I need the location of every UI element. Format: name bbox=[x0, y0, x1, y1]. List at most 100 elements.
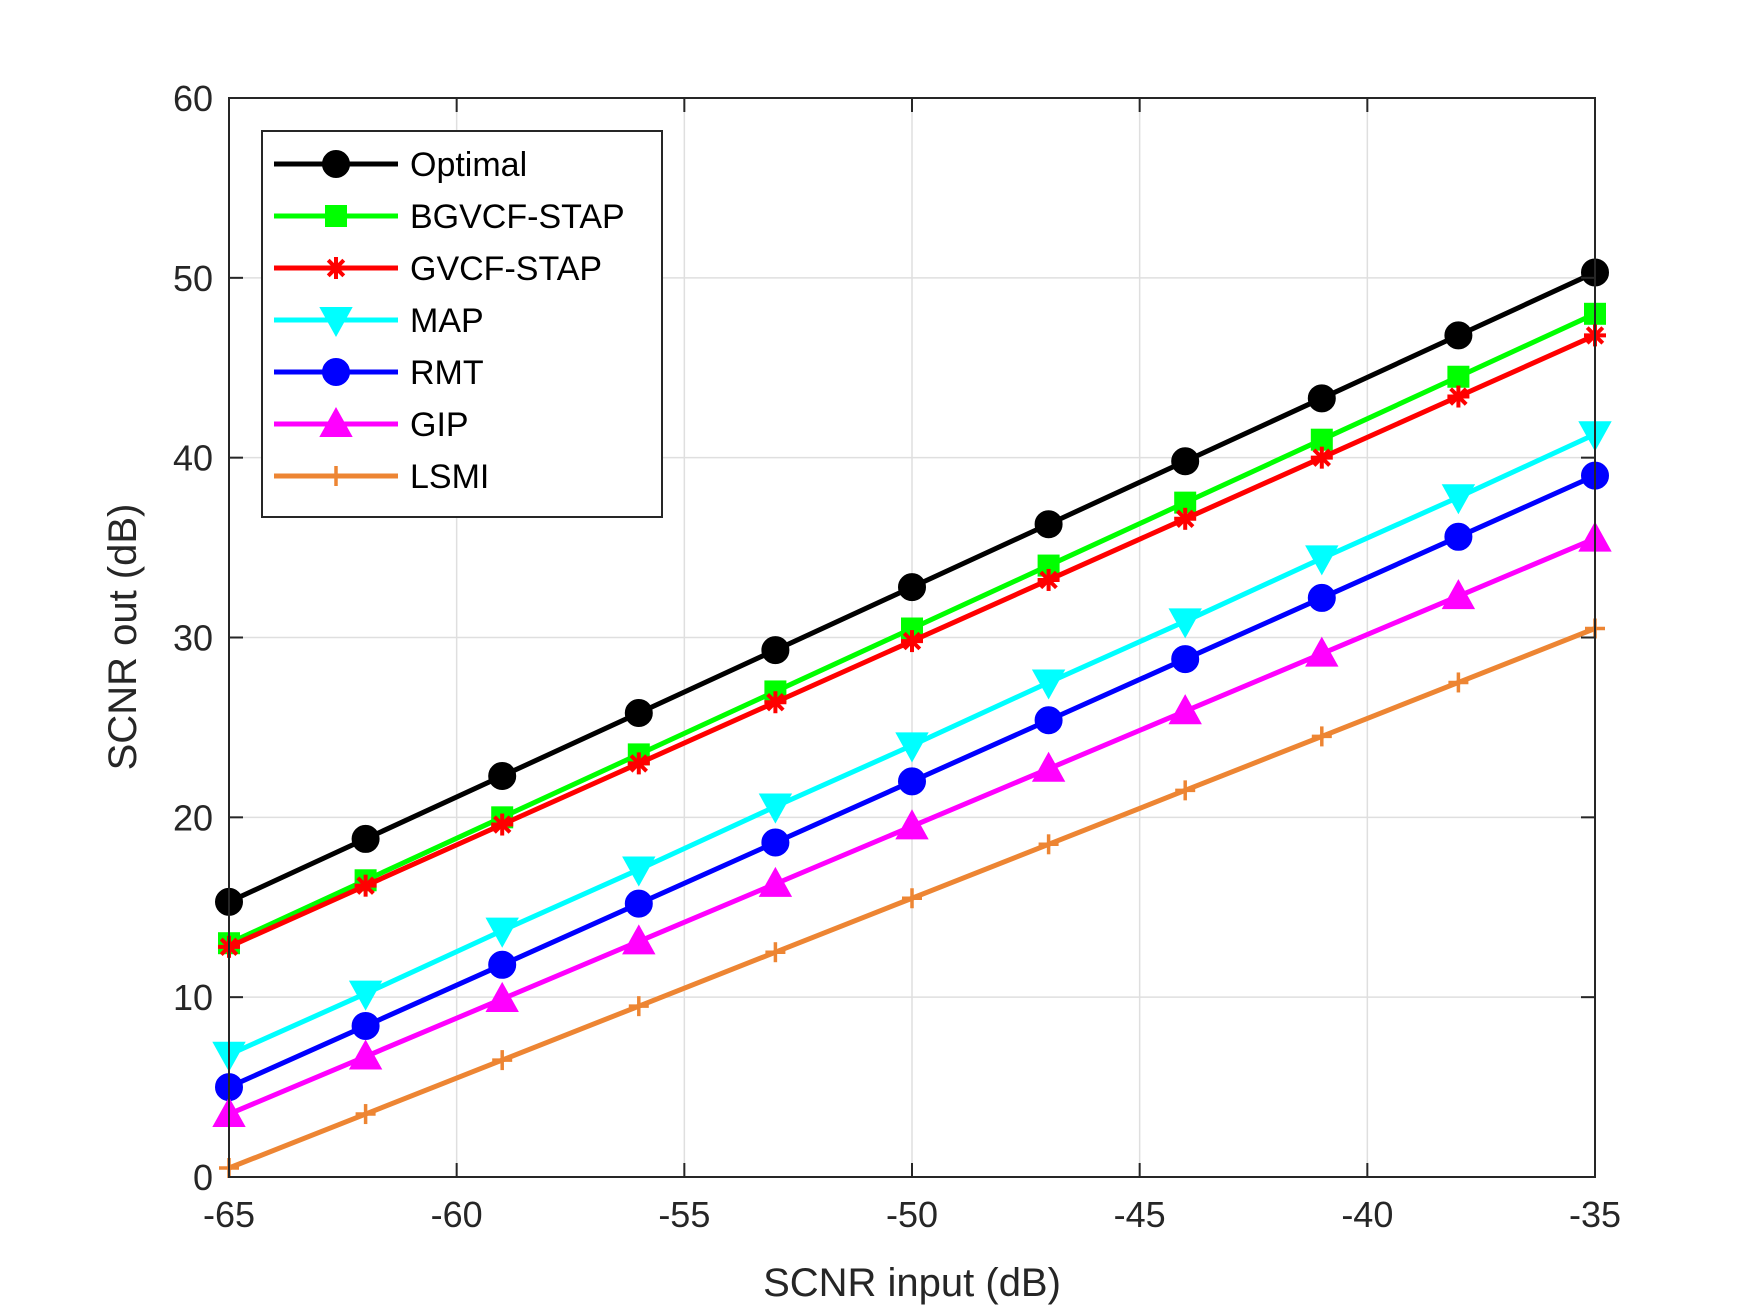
y-tick-label: 60 bbox=[173, 78, 213, 119]
data-point-lsmi bbox=[492, 1050, 513, 1071]
legend-marker-gip bbox=[319, 406, 353, 437]
data-point-rmt bbox=[898, 767, 926, 796]
data-point-lsmi bbox=[355, 1104, 376, 1125]
legend-box bbox=[261, 130, 663, 518]
data-point-gip bbox=[758, 866, 793, 897]
legend-label: RMT bbox=[410, 354, 484, 392]
data-point-map bbox=[348, 980, 383, 1011]
data-point-lsmi bbox=[902, 888, 922, 909]
data-point-rmt bbox=[351, 1011, 380, 1040]
data-point-lsmi bbox=[1175, 780, 1196, 801]
data-point-gvcf-stap bbox=[1174, 507, 1197, 530]
data-point-optimal bbox=[1171, 447, 1200, 476]
data-point-map bbox=[1168, 608, 1202, 639]
legend-entry-map: MAP bbox=[274, 302, 484, 340]
legend-entry-optimal: Optimal bbox=[274, 146, 527, 184]
x-axis-label: SCNR input (dB) bbox=[763, 1261, 1061, 1305]
series-map bbox=[212, 421, 1612, 1072]
legend-marker-optimal bbox=[322, 150, 350, 178]
legend-marker-rmt bbox=[322, 358, 350, 386]
data-point-optimal bbox=[1034, 510, 1063, 539]
data-point-gip bbox=[1168, 694, 1202, 725]
data-point-gip bbox=[1031, 751, 1066, 782]
data-point-optimal bbox=[488, 761, 517, 790]
data-point-gip bbox=[485, 981, 519, 1012]
data-point-rmt bbox=[1307, 583, 1336, 612]
data-point-gvcf-stap bbox=[627, 752, 650, 775]
data-point-map bbox=[895, 732, 929, 763]
legend-entry-bgvcf-stap: BGVCF-STAP bbox=[274, 198, 625, 236]
x-tick-label: -65 bbox=[203, 1194, 255, 1235]
legend-entry-gvcf-stap: GVCF-STAP bbox=[274, 250, 602, 288]
data-point-lsmi bbox=[1448, 672, 1469, 693]
data-point-rmt bbox=[1034, 706, 1063, 735]
data-point-rmt bbox=[488, 950, 517, 979]
data-point-gvcf-stap bbox=[1447, 385, 1470, 408]
legend-label: MAP bbox=[410, 302, 484, 340]
data-point-gip bbox=[622, 924, 656, 955]
data-point-optimal bbox=[351, 824, 380, 853]
data-point-rmt bbox=[624, 889, 653, 918]
data-point-gip bbox=[348, 1039, 383, 1070]
x-tick-label: -50 bbox=[886, 1194, 938, 1235]
data-point-rmt bbox=[1444, 522, 1473, 551]
y-tick-label: 30 bbox=[173, 618, 213, 659]
data-point-map bbox=[758, 793, 793, 824]
legend-label: LSMI bbox=[410, 458, 489, 496]
data-point-gvcf-stap bbox=[901, 630, 923, 653]
legend-marker-bgvcf-stap bbox=[325, 205, 347, 227]
data-point-gvcf-stap bbox=[491, 813, 514, 836]
data-point-optimal bbox=[624, 699, 653, 728]
series-gip bbox=[212, 521, 1612, 1128]
x-tick-label: -60 bbox=[431, 1194, 483, 1235]
y-tick-label: 50 bbox=[173, 258, 213, 299]
legend-entry-gip: GIP bbox=[274, 406, 469, 444]
data-point-optimal bbox=[898, 573, 926, 602]
legend-marker-map bbox=[319, 307, 353, 338]
data-point-map bbox=[622, 856, 656, 887]
data-point-rmt bbox=[1171, 645, 1200, 674]
data-point-bgvcf-stap bbox=[1447, 365, 1470, 388]
legend-entry-lsmi: LSMI bbox=[274, 458, 489, 496]
data-point-rmt bbox=[761, 828, 790, 857]
y-axis-label: SCNR out (dB) bbox=[101, 504, 145, 771]
data-point-optimal bbox=[1307, 384, 1336, 413]
y-tick-label: 40 bbox=[173, 438, 213, 479]
data-point-gvcf-stap bbox=[1310, 446, 1333, 469]
series-lsmi bbox=[219, 618, 1605, 1179]
y-tick-label: 10 bbox=[173, 977, 213, 1018]
data-point-map bbox=[1031, 669, 1066, 700]
data-point-optimal bbox=[1444, 321, 1473, 350]
legend-entry-rmt: RMT bbox=[274, 354, 484, 392]
legend-label: GIP bbox=[410, 406, 469, 444]
data-point-gip bbox=[895, 809, 929, 840]
x-tick-label: -40 bbox=[1341, 1194, 1393, 1235]
data-point-lsmi bbox=[1311, 726, 1332, 747]
legend-label: Optimal bbox=[410, 146, 527, 184]
data-point-gvcf-stap bbox=[764, 691, 787, 714]
data-point-map bbox=[1305, 545, 1339, 576]
y-tick-label: 0 bbox=[193, 1157, 213, 1198]
data-point-gvcf-stap bbox=[354, 874, 377, 897]
data-point-lsmi bbox=[1038, 834, 1059, 855]
series-layer bbox=[212, 258, 1612, 1179]
data-point-map bbox=[1441, 484, 1476, 515]
data-point-optimal bbox=[761, 636, 790, 665]
x-tick-label: -35 bbox=[1569, 1194, 1621, 1235]
legend: Optimal BGVCF-STAP GVCF-STAP MAP RMT GIP LSMI bbox=[261, 130, 663, 518]
ticks: -65 -60 -55 -50 -45 -40 -35 0 10 20 30 40 50 60 bbox=[173, 78, 1621, 1235]
series-optimal bbox=[215, 258, 1609, 916]
legend-label: GVCF-STAP bbox=[410, 250, 602, 288]
series-rmt bbox=[215, 461, 1609, 1102]
data-point-gip bbox=[1305, 636, 1339, 667]
y-tick-label: 20 bbox=[173, 797, 213, 838]
legend-marker-lsmi bbox=[326, 466, 346, 486]
data-point-gip bbox=[1441, 579, 1476, 610]
legend-label: BGVCF-STAP bbox=[410, 198, 625, 236]
legend-marker-gvcf-stap bbox=[325, 257, 347, 279]
data-point-lsmi bbox=[765, 942, 786, 963]
data-point-gvcf-stap bbox=[1037, 568, 1060, 591]
data-point-lsmi bbox=[628, 996, 649, 1017]
x-tick-label: -45 bbox=[1114, 1194, 1166, 1235]
